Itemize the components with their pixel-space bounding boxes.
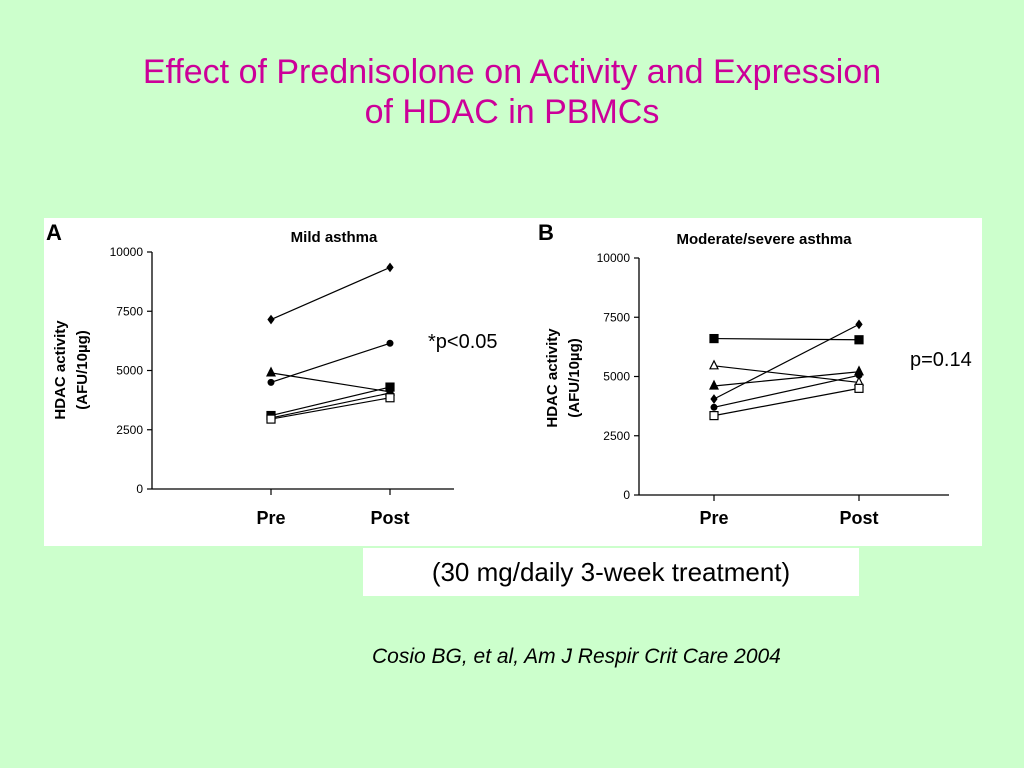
chart-2-y-tick-label: 2500 bbox=[603, 429, 630, 443]
chart-1-series-2-line bbox=[270, 342, 391, 383]
chart-1-series-6-pre-point bbox=[266, 414, 276, 424]
chart-1-y-label: HDAC activity bbox=[52, 320, 69, 420]
chart-2-x-tick-label: Pre bbox=[699, 508, 728, 528]
figure-svg: A Mild asthma 0 2500 5000 7500 10000 Pre Post HDA… bbox=[46, 220, 972, 528]
treatment-note: (30 mg/daily 3-week treatment) bbox=[363, 548, 859, 596]
chart-1-series-3-pre-point bbox=[266, 366, 276, 377]
chart-1-y-tick-label: 5000 bbox=[116, 364, 143, 378]
figure-panel: A Mild asthma 0 2500 5000 7500 10000 Pre Post HDA… bbox=[44, 218, 982, 546]
slide-title: Effect of Prednisolone on Activity and E… bbox=[40, 52, 984, 132]
chart-2-y-tick-label: 10000 bbox=[597, 251, 631, 265]
chart-1-title: Mild asthma bbox=[291, 229, 378, 246]
chart-1-y-tick-label: 7500 bbox=[116, 304, 143, 318]
chart-1-y-label-units: (AFU/10µg) bbox=[74, 330, 91, 409]
chart-2-series-1-line bbox=[713, 337, 860, 341]
chart-2-y-label: HDAC activity bbox=[544, 328, 561, 428]
chart-1-series-6-line bbox=[270, 397, 391, 420]
chart-1-x-tick-label: Post bbox=[370, 508, 409, 528]
chart-2-y-tick-label: 0 bbox=[623, 488, 630, 502]
chart-1-series-6-post-point bbox=[385, 393, 395, 403]
chart-2-panel-letter: B bbox=[538, 220, 554, 245]
chart-2-p-value: p=0.14 bbox=[910, 349, 972, 371]
chart-1-series-1-line bbox=[270, 266, 391, 321]
chart-2-series-6-pre-point bbox=[709, 411, 719, 421]
chart-2-series-4-post-point bbox=[855, 319, 863, 330]
chart-1-p-value: *p<0.05 bbox=[428, 331, 498, 353]
chart-2-title: Moderate/severe asthma bbox=[676, 231, 852, 248]
chart-2-series-3-line bbox=[713, 371, 860, 387]
chart-1-series-2-pre-point bbox=[267, 378, 275, 386]
chart-2-series-2-line bbox=[713, 365, 860, 384]
chart-2-y-tick-label: 5000 bbox=[603, 370, 630, 384]
slide-title-line-2: of HDAC in PBMCs bbox=[364, 93, 660, 131]
chart-1-y-tick-label: 10000 bbox=[110, 245, 144, 259]
chart-2-series-5-pre-point bbox=[710, 403, 718, 411]
chart-1-series-1-pre-point bbox=[267, 314, 275, 325]
chart-2-series-2-pre-point bbox=[709, 359, 719, 370]
chart-2-y-tick-label: 7500 bbox=[603, 310, 630, 324]
chart-2-series-6-line bbox=[713, 387, 860, 417]
chart-1-panel-letter: A bbox=[46, 220, 62, 245]
chart-2-series-4-line bbox=[713, 323, 860, 400]
chart-2-series-6-post-point bbox=[854, 383, 864, 393]
chart-1-series-1-post-point bbox=[386, 262, 394, 273]
chart-2-series-4-pre-point bbox=[710, 394, 718, 404]
chart-1-x-tick-label: Pre bbox=[256, 508, 285, 528]
chart-2-series-1-post-point bbox=[854, 335, 864, 345]
chart-2-series-5-line bbox=[713, 374, 860, 408]
chart-1-series-4-line bbox=[270, 386, 391, 417]
chart-2-y-label-units: (AFU/10µg) bbox=[566, 338, 583, 417]
slide-title-line-1: Effect of Prednisolone on Activity and E… bbox=[142, 53, 882, 91]
chart-2-series-3-pre-point bbox=[709, 379, 719, 390]
citation: Cosio BG, et al, Am J Respir Crit Care 2… bbox=[372, 645, 781, 668]
chart-1-series-5-line bbox=[270, 392, 391, 419]
chart-1-y-tick-label: 2500 bbox=[116, 423, 143, 437]
chart-2-x-tick-label: Post bbox=[839, 508, 878, 528]
chart-1-y-tick-label: 0 bbox=[136, 482, 143, 496]
chart-2-series-1-pre-point bbox=[709, 333, 719, 344]
chart-2-series-5-post-point bbox=[855, 371, 863, 379]
chart-1-series-2-post-point bbox=[386, 339, 394, 347]
chart-1-series-3-line bbox=[270, 372, 391, 393]
